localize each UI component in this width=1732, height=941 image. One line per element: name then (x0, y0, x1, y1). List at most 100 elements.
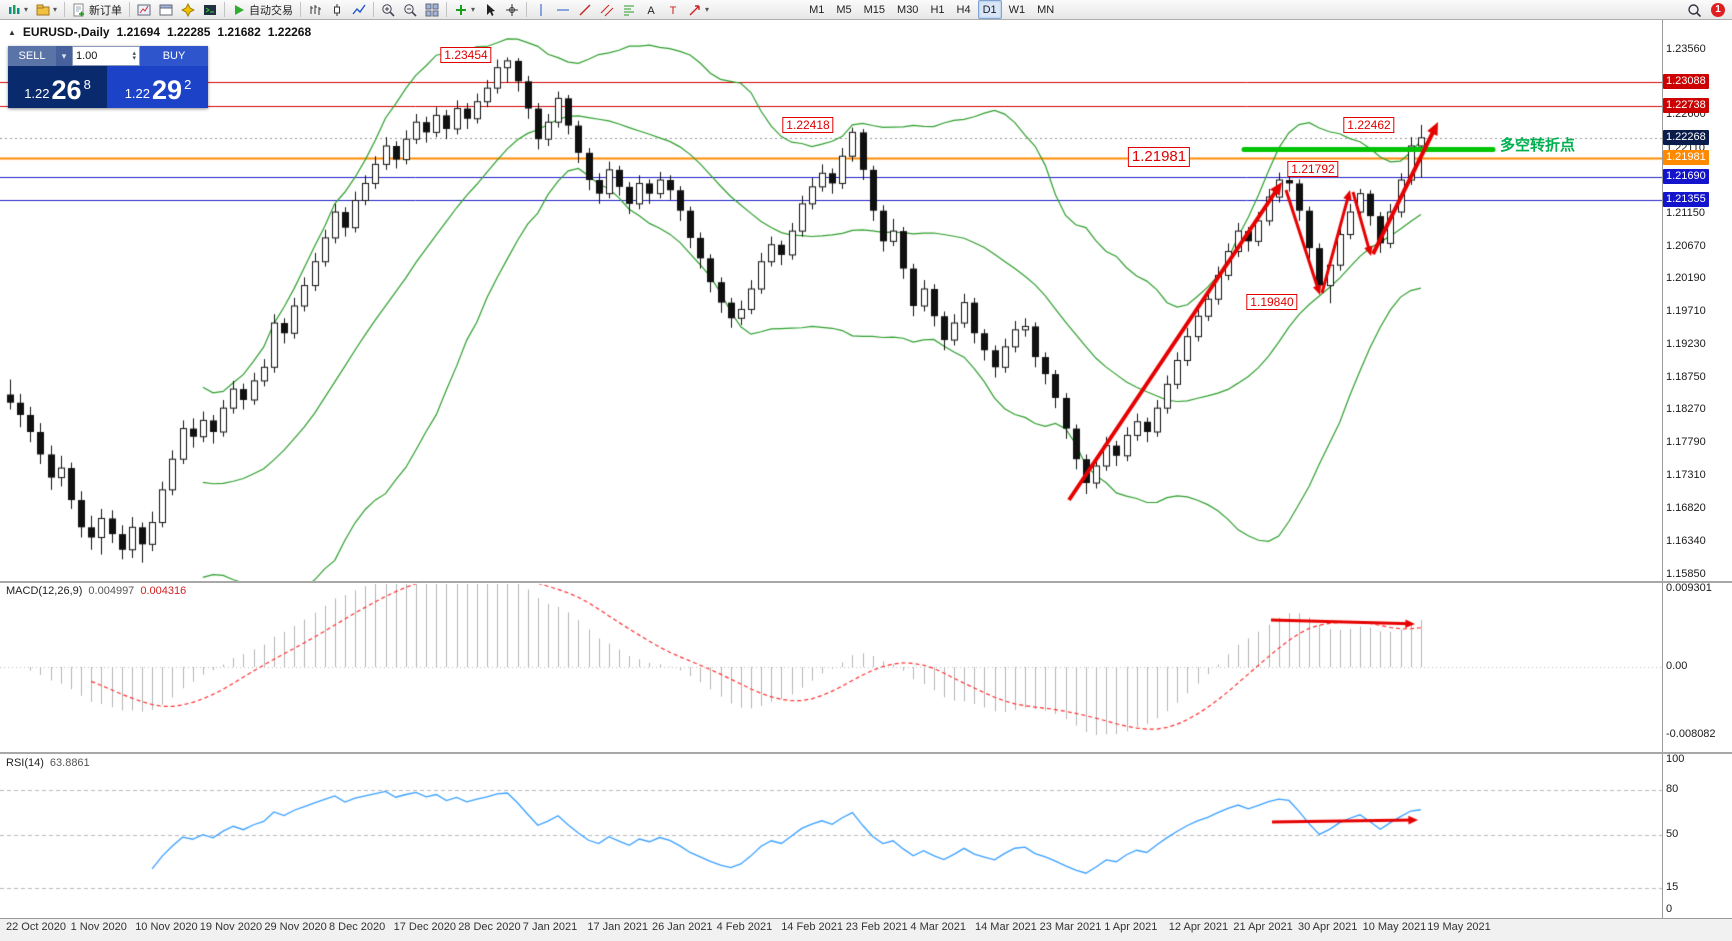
macd-scale-label: 0.009301 (1666, 582, 1712, 594)
sell-price-base: 1.22 (24, 86, 50, 101)
rsi-name: RSI(14) (6, 757, 44, 769)
ohlc-high: 1.22285 (167, 25, 211, 39)
time-axis-label: 21 Apr 2021 (1233, 921, 1293, 933)
symbol-period-label: EURUSD-,Daily (22, 25, 110, 39)
price-annotation[interactable]: 1.23454 (440, 47, 492, 63)
price-scale-badge-blue: 1.21690 (1663, 169, 1709, 185)
toolbar-separator (224, 2, 226, 17)
time-axis-label: 28 Dec 2020 (458, 921, 521, 933)
price-annotation[interactable]: 1.21981 (1127, 147, 1191, 167)
data-window-icon (159, 3, 173, 17)
notifications-badge[interactable]: 1 (1711, 2, 1725, 17)
volume-spinner[interactable]: ▴ ▾ (132, 50, 136, 62)
price-scale-badge-red: 1.22738 (1663, 97, 1709, 113)
panel-separator[interactable] (0, 581, 1732, 583)
timeframe-H4[interactable]: H4 (956, 3, 971, 16)
timeframe-D1[interactable]: D1 (977, 0, 1002, 19)
time-axis-label: 17 Jan 2021 (587, 921, 648, 933)
time-axis-label: 19 Nov 2020 (199, 921, 263, 933)
toolbar-separator (446, 2, 448, 17)
tile-windows-icon (425, 3, 439, 17)
auto-trading-button[interactable]: 自动交易 (228, 0, 297, 20)
crosshair-icon (505, 3, 519, 17)
svg-text:T: T (670, 5, 677, 17)
spinner-up-icon[interactable]: ▴ (132, 50, 136, 57)
tile-windows-button[interactable] (421, 0, 443, 20)
new-order-button[interactable]: 新订单 (68, 0, 126, 20)
text-label-button[interactable]: T (662, 0, 684, 20)
ohlc-low: 1.21682 (217, 25, 261, 39)
timeframe-M5[interactable]: M5 (836, 3, 852, 16)
volume-value: 1.00 (76, 50, 98, 62)
bar-chart-icon (308, 3, 322, 17)
chart-ohlc-readout: ▲ EURUSD-,Daily 1.21694 1.22285 1.21682 … (8, 25, 311, 39)
timeframe-group: M1 M5 M15 M30 H1 H4 D1 W1 MN (803, 0, 1060, 19)
zoom-out-button[interactable] (399, 0, 421, 20)
rsi-scale-label: 100 (1666, 753, 1685, 765)
profiles-button[interactable]: ▾ (32, 0, 61, 20)
navigator-button[interactable] (177, 0, 199, 20)
price-annotation[interactable]: 1.22418 (782, 117, 834, 133)
chevron-down-icon: ▾ (471, 5, 476, 14)
trendline-button[interactable] (574, 0, 596, 20)
price-annotation[interactable]: 1.22462 (1343, 117, 1395, 133)
bar-chart-button[interactable] (304, 0, 326, 20)
price-scale-label: 1.19710 (1666, 305, 1706, 318)
terminal-icon (203, 3, 217, 17)
vertical-line-button[interactable] (530, 0, 552, 20)
rsi-value: 63.8861 (49, 757, 90, 769)
fibonacci-button[interactable] (618, 0, 640, 20)
trade-options-caret-icon[interactable]: ▾ (56, 46, 72, 66)
new-chart-button[interactable]: ▾ (3, 0, 32, 20)
timeframe-M15[interactable]: M15 (863, 3, 886, 16)
chevron-down-icon: ▾ (705, 5, 710, 14)
indicators-button[interactable]: ▾ (450, 0, 479, 20)
price-scale-badge-blue: 1.21355 (1663, 192, 1709, 208)
timeframe-M1[interactable]: M1 (809, 3, 825, 16)
turning-point-label[interactable]: 多空转折点 (1500, 137, 1576, 154)
market-watch-button[interactable] (133, 0, 155, 20)
time-axis[interactable] (0, 918, 1732, 941)
zoom-in-button[interactable] (377, 0, 399, 20)
search-button[interactable] (1683, 0, 1705, 20)
search-icon (1687, 3, 1701, 17)
ohlc-close: 1.22268 (267, 25, 312, 39)
timeframe-H1[interactable]: H1 (930, 3, 945, 16)
horizontal-line-button[interactable] (552, 0, 574, 20)
price-annotation[interactable]: 1.19840 (1246, 294, 1298, 310)
buy-price-base: 1.22 (124, 86, 151, 101)
timeframe-MN[interactable]: MN (1037, 3, 1055, 16)
price-scale-label: 1.23560 (1666, 43, 1706, 55)
timeframe-W1[interactable]: W1 (1008, 3, 1026, 16)
volume-input[interactable]: 1.00 ▴ ▾ (72, 46, 140, 66)
new-order-button-label: 新订单 (89, 4, 123, 17)
price-scale-label: 1.18270 (1666, 403, 1706, 416)
line-chart-button[interactable] (348, 0, 370, 20)
buy-price-big: 29 (152, 75, 183, 105)
crosshair-button[interactable] (501, 0, 523, 20)
time-axis-label: 26 Jan 2021 (652, 921, 713, 933)
time-axis-label: 12 Apr 2021 (1168, 921, 1229, 933)
sell-price[interactable]: 1.22 26 8 (8, 66, 108, 108)
price-annotation[interactable]: 1.21792 (1287, 161, 1339, 177)
equidistant-channel-button[interactable] (596, 0, 618, 20)
price-scale-label: 1.17790 (1666, 435, 1706, 448)
spinner-down-icon[interactable]: ▾ (132, 55, 136, 62)
sell-price-big: 26 (51, 75, 82, 105)
sell-button[interactable]: SELL (8, 46, 56, 66)
data-window-button[interactable] (155, 0, 177, 20)
panel-separator[interactable] (0, 752, 1732, 754)
candlestick-chart-button[interactable] (326, 0, 348, 20)
cursor-button[interactable] (479, 0, 501, 20)
timeframe-M30[interactable]: M30 (897, 3, 919, 16)
sell-price-sup: 8 (83, 77, 91, 92)
price-scale-badge-current: 1.22268 (1663, 129, 1709, 145)
buy-price[interactable]: 1.22 29 2 (108, 66, 208, 108)
price-scale-label: 1.17310 (1666, 468, 1706, 481)
arrows-button[interactable]: ▾ (684, 0, 713, 20)
terminal-button[interactable] (199, 0, 221, 20)
toolbar-right-cluster: 1 (1683, 0, 1729, 20)
text-button[interactable]: A (640, 0, 662, 20)
buy-button[interactable]: BUY (140, 46, 208, 66)
